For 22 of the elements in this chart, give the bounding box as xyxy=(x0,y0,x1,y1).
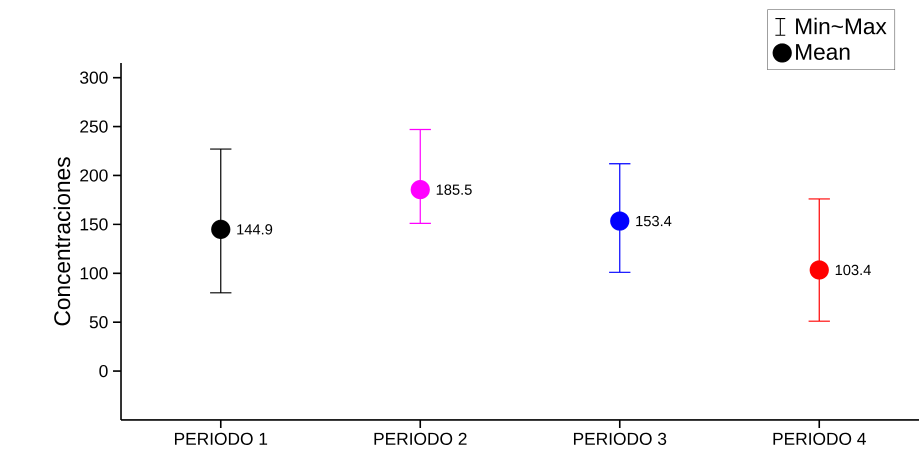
data-label: 153.4 xyxy=(636,216,672,226)
x-tick-label: PERIODO 3 xyxy=(574,432,666,445)
x-tick-label: PERIODO 1 xyxy=(174,432,268,445)
y-tick-label: 200 xyxy=(80,169,108,182)
x-tick-label: PERIODO 4 xyxy=(773,432,866,445)
point xyxy=(211,220,230,239)
y-tick-label: 100 xyxy=(80,267,108,280)
legend-label: Mean xyxy=(796,44,850,60)
y-tick-label: 0 xyxy=(99,364,108,378)
data-label: 103.4 xyxy=(836,264,871,276)
y-tick-label: 150 xyxy=(80,218,108,231)
point xyxy=(810,260,829,280)
data-label: 185.5 xyxy=(436,184,472,195)
y-tick-label: 300 xyxy=(80,72,108,84)
x-tick-label: PERIODO 2 xyxy=(374,432,467,445)
y-axis-title: Concentraciones xyxy=(54,157,70,326)
y-tick-label: 50 xyxy=(90,316,108,328)
text: Min~Max xyxy=(796,18,887,34)
point xyxy=(610,211,630,231)
data-label: 144.9 xyxy=(237,224,272,235)
point xyxy=(410,180,430,200)
y-tick-label: 250 xyxy=(80,120,108,133)
